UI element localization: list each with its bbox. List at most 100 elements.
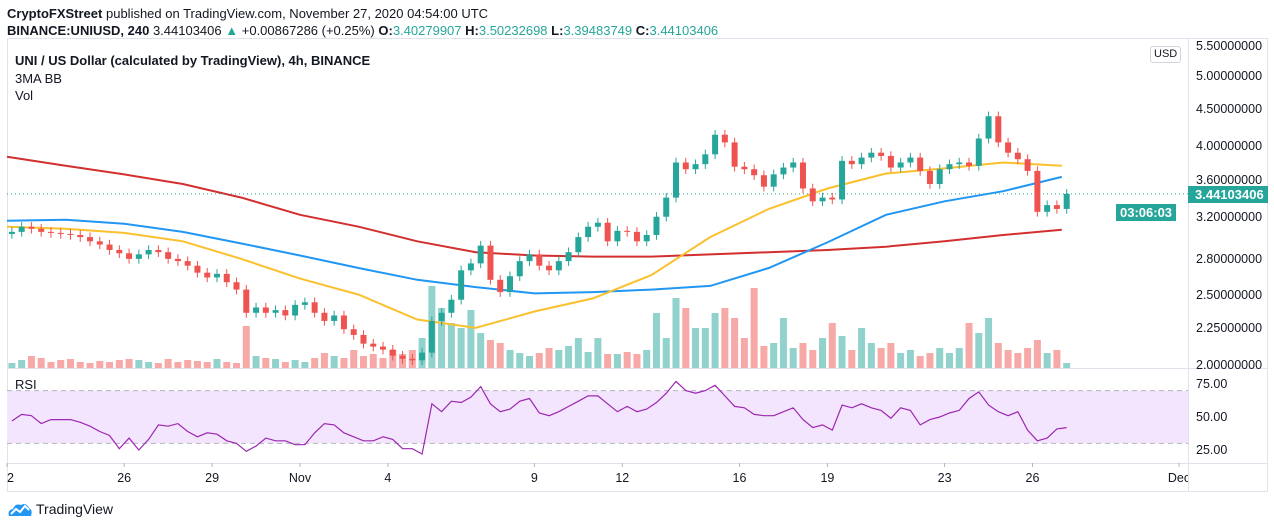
moving-averages — [6, 155, 1063, 329]
volume-bar — [320, 353, 328, 368]
volume-label[interactable]: Vol — [15, 88, 34, 103]
time-tick-label: 4 — [384, 471, 392, 485]
volume-bar — [779, 318, 787, 368]
volume-bar — [633, 354, 641, 368]
candle-body — [87, 237, 94, 242]
high-value: 3.50232698 — [478, 23, 548, 38]
rsi-line — [11, 380, 1067, 455]
volume-bar — [242, 326, 250, 368]
candle-body — [165, 252, 172, 259]
close-label: C: — [635, 23, 650, 38]
candle-body — [799, 162, 806, 189]
candle-body — [282, 310, 289, 316]
candle-body — [809, 188, 816, 202]
candle-body — [760, 175, 767, 187]
candle-body — [428, 320, 435, 353]
candle-body — [702, 154, 709, 165]
open-label: O: — [378, 23, 393, 38]
time-tick-label: 26 — [1025, 471, 1040, 485]
volume-bar — [145, 362, 153, 368]
volume-bar — [379, 358, 387, 368]
candle-body — [751, 169, 758, 176]
candle-body — [145, 249, 152, 255]
time-tick-label: 26 — [117, 471, 132, 485]
last-price: 3.44103406 — [152, 23, 222, 38]
candle-body — [243, 289, 250, 313]
time-tick-label: 16 — [732, 471, 747, 485]
volume-bar — [975, 333, 983, 368]
volume-bar — [828, 323, 836, 368]
candle-body — [1024, 159, 1031, 171]
rsi-label[interactable]: RSI — [15, 377, 37, 392]
volume-bars — [8, 286, 1071, 368]
volume-bar — [535, 353, 543, 368]
candle-body — [966, 162, 973, 166]
candle-body — [399, 355, 406, 359]
time-tick-label: 12 — [615, 471, 630, 485]
time-axis[interactable]: 22 26 29 Nov 4 9 12 16 19 23 26 Dec — [7, 463, 1188, 492]
volume-bar — [281, 362, 289, 368]
candle-body — [487, 245, 494, 280]
candle-body — [38, 228, 45, 232]
candle-body — [311, 302, 318, 313]
currency-button[interactable]: USD — [1150, 46, 1182, 63]
volume-bar — [1053, 350, 1061, 368]
volume-bar — [340, 358, 348, 368]
indicator-label[interactable]: 3MA BB — [15, 71, 62, 86]
candle-body — [262, 307, 269, 313]
price-tick-label: 2.50000000 — [1196, 287, 1263, 302]
candle-body — [936, 169, 943, 184]
footer-brand[interactable]: TradingView — [7, 501, 113, 517]
volume-bar — [897, 353, 905, 368]
volume-bar — [57, 360, 65, 368]
candle-body — [858, 157, 865, 165]
volume-bar — [555, 350, 563, 368]
moving-average-ma_long — [6, 155, 1062, 258]
volume-bar — [47, 362, 55, 368]
publisher[interactable]: CryptoFXStreet — [7, 6, 103, 21]
candle-body — [633, 231, 640, 242]
high-label: H: — [465, 23, 479, 38]
volume-bar — [770, 343, 778, 368]
candle-body — [741, 166, 748, 170]
candle-body — [301, 302, 308, 305]
volume-bar — [457, 328, 465, 368]
price-tick-label: 4.50000000 — [1196, 102, 1263, 117]
volume-bar — [8, 363, 16, 368]
volume-bar — [916, 356, 924, 368]
volume-bar — [233, 363, 241, 368]
candle-body — [868, 152, 875, 158]
time-tick-label: Dec — [1167, 471, 1188, 485]
tradingview-cloud-icon — [8, 504, 32, 516]
candle-body — [135, 254, 142, 259]
volume-bar — [887, 343, 895, 368]
volume-bar — [1014, 353, 1022, 368]
candle-body — [692, 164, 699, 170]
candle-body — [321, 312, 328, 321]
candle-body — [155, 249, 162, 253]
candle-body — [585, 226, 592, 238]
publish-line: CryptoFXStreet published on TradingView.… — [7, 6, 488, 21]
candle-body — [204, 272, 211, 278]
candle-body — [673, 162, 680, 198]
candle-body — [370, 343, 377, 347]
volume-bar — [193, 361, 201, 368]
last-price-label: 3.44103406 — [1188, 185, 1268, 203]
candle-body — [546, 265, 553, 271]
candle-body — [1005, 142, 1012, 153]
volume-bar — [945, 353, 953, 368]
volume-bar — [447, 323, 455, 368]
candle-body — [194, 265, 201, 273]
moving-average-ma_mid — [6, 175, 1063, 295]
volume-bar — [125, 359, 133, 368]
volume-bar — [106, 362, 114, 368]
volume-bar — [1063, 363, 1071, 368]
volume-bar — [37, 358, 45, 368]
candle-body — [682, 162, 689, 170]
open-value: 3.40279907 — [392, 23, 462, 38]
candle-body — [213, 273, 220, 278]
volume-bar — [740, 338, 748, 368]
bar-countdown: 03:06:03 — [1116, 203, 1177, 221]
candle-body — [409, 358, 416, 361]
